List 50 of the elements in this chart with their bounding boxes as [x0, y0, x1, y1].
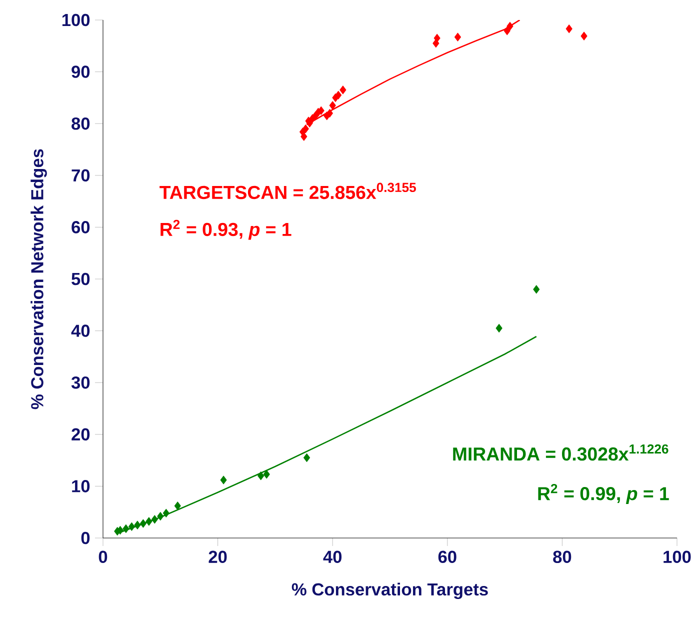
point: [146, 517, 152, 526]
point: [496, 324, 502, 332]
annotation: TARGETSCAN = 25.856x$^{0.3155}$: [160, 182, 416, 200]
point: [304, 453, 310, 462]
annotation: R$^{2}$ = 0.93, p = 1: [160, 220, 292, 240]
y-tick-label: 80: [72, 117, 90, 130]
point: [162, 508, 170, 518]
y-tick-label: 10: [72, 480, 90, 492]
y-tick-label: 0: [81, 532, 90, 544]
y-tick-label: 100: [62, 14, 90, 26]
x-axis-title: % Conservation Targets: [292, 582, 488, 600]
y-tick-label: 70: [72, 169, 90, 182]
point: [134, 520, 141, 530]
point: [300, 132, 308, 141]
point: [506, 22, 514, 30]
point: [140, 519, 146, 528]
point: [335, 90, 342, 100]
point: [128, 522, 135, 531]
point: [258, 472, 264, 480]
x-tick-label: 0: [98, 550, 108, 563]
point: [533, 285, 540, 294]
annotation: R$^{2}$ = 0.99, p = 1: [538, 484, 669, 504]
point: [263, 470, 270, 479]
point: [434, 34, 440, 42]
x-tick-label: 100: [664, 550, 691, 563]
point: [122, 524, 130, 533]
point: [580, 32, 588, 40]
point: [302, 124, 309, 134]
point: [340, 86, 346, 94]
y-axis-title: % Conservation Network Edges: [30, 149, 47, 410]
x-tick-label: 20: [208, 550, 227, 563]
y-tick-label: 90: [72, 66, 90, 78]
x-tick-label: 80: [553, 550, 572, 563]
y-tick-label: 50: [72, 272, 90, 286]
point: [220, 476, 227, 484]
point: [329, 101, 336, 110]
x-tick-label: 40: [323, 550, 342, 563]
point: [454, 32, 462, 42]
x-tick-label: 60: [438, 550, 456, 563]
y-tick-label: 20: [72, 428, 90, 441]
point: [157, 512, 164, 521]
point: [326, 108, 333, 118]
y-tick-label: 40: [71, 324, 90, 337]
point: [151, 515, 158, 524]
y-tick-label: 30: [71, 376, 90, 389]
point: [566, 24, 572, 34]
y-tick-label: 60: [72, 221, 90, 234]
point: [174, 502, 181, 510]
point: [504, 26, 510, 36]
annotation: MIRANDA = 0.3028x$^{1.1226}$: [453, 444, 668, 461]
